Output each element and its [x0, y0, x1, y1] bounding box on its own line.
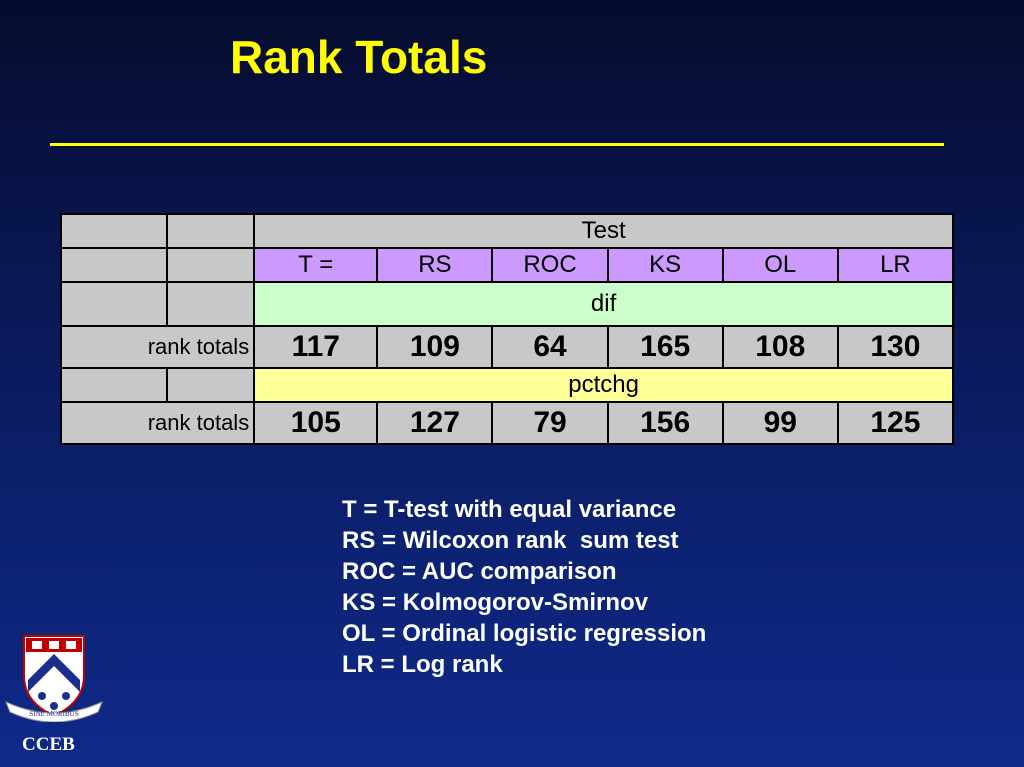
legend-line: RS = Wilcoxon rank sum test [342, 527, 679, 554]
test-name-cell: RS [376, 247, 494, 283]
table-row-pctchg-header: pctchg [59, 367, 954, 403]
legend-line: T = T-test with equal variance [342, 496, 677, 523]
test-name-cell: ROC [491, 247, 609, 283]
blank-cell [166, 213, 256, 249]
blank-cell [59, 281, 169, 327]
cceb-caption: CCEB [22, 734, 75, 755]
blank-cell [166, 281, 256, 327]
test-name-cell: T = [253, 247, 379, 283]
table-row-pctchg-values: rank totals 105 127 79 156 99 125 [59, 401, 955, 445]
value-cell: 105 [253, 401, 379, 445]
legend-line: ROC = AUC comparison [342, 558, 617, 585]
test-name-cell: LR [836, 247, 955, 283]
blank-cell [166, 367, 256, 403]
legend-line: KS = Kolmogorov-Smirnov [342, 589, 649, 616]
value-cell: 99 [721, 401, 839, 445]
motto-text: SINE MORIBUS [29, 710, 78, 718]
row-label: rank totals [59, 325, 256, 369]
value-cell: 64 [491, 325, 609, 369]
test-legend: T = T-test with equal variance RS = Wilc… [342, 494, 706, 680]
section-header-dif: dif [253, 281, 954, 327]
table-row-dif-values: rank totals 117 109 64 165 108 130 [59, 325, 955, 369]
table-row-test-header: Test [59, 213, 954, 249]
value-cell: 165 [606, 325, 724, 369]
blank-cell [59, 247, 169, 283]
table-row-dif-header: dif [59, 281, 954, 327]
test-name-cell: KS [606, 247, 724, 283]
value-cell: 125 [836, 401, 955, 445]
value-cell: 109 [376, 325, 494, 369]
value-cell: 130 [836, 325, 955, 369]
table-row-test-names: T = RS ROC KS OL LR [59, 247, 955, 283]
slide-title: Rank Totals [230, 31, 488, 83]
legend-line: OL = Ordinal logistic regression [342, 620, 707, 647]
value-cell: 117 [253, 325, 379, 369]
section-header-pctchg: pctchg [253, 367, 954, 403]
blank-cell [59, 367, 169, 403]
rank-totals-table: Test T = RS ROC KS OL LR dif rank totals… [59, 213, 955, 445]
blank-cell [59, 213, 169, 249]
test-header-cell: Test [253, 213, 954, 249]
value-cell: 127 [376, 401, 494, 445]
value-cell: 156 [606, 401, 724, 445]
penn-shield-logo: SINE MORIBUS [5, 635, 103, 722]
blank-cell [166, 247, 256, 283]
row-label: rank totals [59, 401, 256, 445]
test-name-cell: OL [721, 247, 839, 283]
title-underline [50, 143, 944, 146]
value-cell: 108 [721, 325, 839, 369]
legend-line: LR = Log rank [342, 651, 503, 678]
value-cell: 79 [491, 401, 609, 445]
